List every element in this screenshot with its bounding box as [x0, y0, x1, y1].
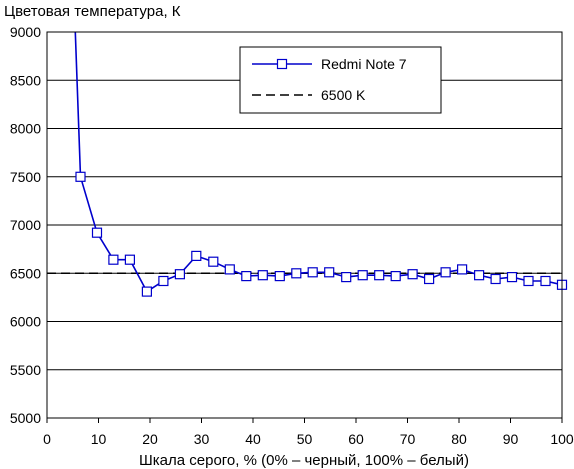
y-tick-8500: 8500 [10, 72, 41, 88]
data-point-17 [341, 272, 352, 283]
x-tick-40: 40 [245, 431, 261, 447]
data-point-29 [540, 275, 551, 287]
data-point-19 [374, 270, 385, 281]
data-point-14 [291, 268, 302, 279]
legend: Redmi Note 7 6500 K [239, 46, 442, 114]
data-point-26 [490, 273, 501, 285]
x-tick-90: 90 [503, 431, 519, 447]
x-tick-50: 50 [297, 431, 313, 447]
data-point-12 [257, 270, 268, 281]
data-point-21 [407, 269, 418, 280]
data-point-6 [158, 275, 169, 287]
data-point-4 [124, 254, 136, 265]
data-point-1 [75, 171, 86, 182]
x-tick-30: 30 [194, 431, 210, 447]
data-point-24 [457, 264, 468, 275]
y-tick-8000: 8000 [10, 121, 41, 137]
y-tick-9000: 9000 [10, 24, 41, 40]
y-tick-6000: 6000 [10, 314, 41, 330]
x-tick-60: 60 [348, 431, 364, 447]
legend-box [239, 46, 442, 114]
legend-label-redmi: Redmi Note 7 [321, 56, 407, 72]
data-point-16 [324, 267, 335, 278]
data-point-23 [440, 267, 451, 278]
y-axis-title: Цветовая температура, К [4, 3, 181, 20]
x-tick-20: 20 [142, 431, 158, 447]
y-tick-labels: 5000 5500 6000 6500 7000 7500 8000 8500 9000 [10, 24, 41, 426]
data-point-15 [307, 267, 318, 278]
x-tick-0: 0 [43, 431, 51, 447]
y-tick-7500: 7500 [10, 169, 41, 185]
data-point-8 [191, 250, 202, 261]
data-point-9 [208, 256, 219, 267]
y-tick-5000: 5000 [10, 410, 41, 426]
data-point-20 [390, 271, 401, 282]
x-tick-10: 10 [91, 431, 107, 447]
data-point-5 [141, 286, 152, 297]
y-tick-5500: 5500 [10, 362, 41, 378]
data-point-2 [91, 227, 103, 238]
data-point-27 [506, 272, 518, 283]
data-point-3 [108, 254, 119, 265]
x-axis-title: Шкала серого, % (0% – черный, 100% – бел… [139, 452, 469, 469]
x-tick-70: 70 [400, 431, 416, 447]
x-tick-100: 100 [550, 431, 574, 447]
x-tick-80: 80 [451, 431, 467, 447]
y-tick-6500: 6500 [10, 265, 41, 281]
data-point-7 [174, 269, 185, 280]
data-point-10 [224, 264, 235, 275]
data-point-13 [274, 271, 285, 282]
data-point-25 [474, 270, 485, 281]
data-point-11 [241, 271, 252, 282]
data-point-28 [523, 275, 534, 287]
data-point-18 [357, 270, 368, 281]
legend-label-6500k: 6500 K [321, 87, 366, 103]
legend-marker-redmi [276, 58, 288, 70]
data-point-22 [424, 273, 435, 285]
x-tick-labels: 0 10 20 30 40 50 60 70 80 90 100 [43, 418, 574, 447]
y-tick-7000: 7000 [10, 217, 41, 233]
plot-frame [46, 31, 563, 419]
